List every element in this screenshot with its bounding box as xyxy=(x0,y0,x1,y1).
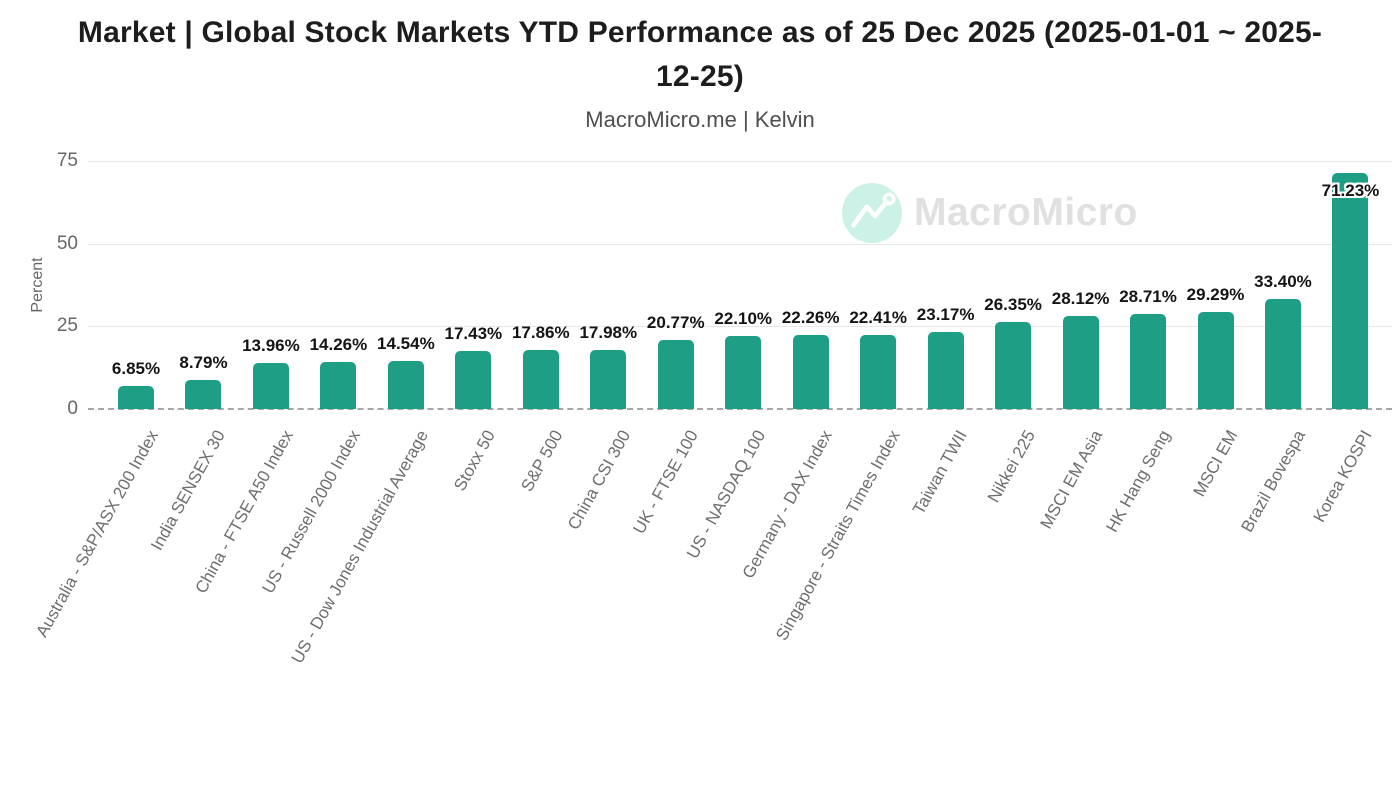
x-axis-label: Korea KOSPI xyxy=(1309,427,1377,526)
bar-value-label: 22.41% xyxy=(849,307,907,327)
y-tick-label: 75 xyxy=(56,150,78,171)
gridline xyxy=(88,243,1392,245)
chart-subtitle: MacroMicro.me | Kelvin xyxy=(585,107,815,132)
x-axis-label: Brazil Bovespa xyxy=(1237,427,1309,536)
x-axis-label: HK Hang Seng xyxy=(1102,427,1174,536)
y-tick-label: 50 xyxy=(56,232,78,254)
bar-value-label: 71.23% xyxy=(1321,181,1380,201)
bar[interactable] xyxy=(252,362,289,409)
bar-value-label: 33.40% xyxy=(1254,271,1312,291)
bar-value-label: 13.96% xyxy=(242,335,300,355)
x-axis-label: China CSI 300 xyxy=(563,427,634,533)
bar[interactable] xyxy=(1197,312,1234,409)
bar[interactable] xyxy=(725,335,762,409)
x-axis-label: Taiwan TWII xyxy=(909,427,972,518)
x-axis-label: MSCI EM xyxy=(1189,427,1242,500)
bar-value-label: 22.26% xyxy=(781,308,840,328)
chart-title: Market | Global Stock Markets YTD Perfor… xyxy=(77,16,1323,93)
bar[interactable] xyxy=(590,349,627,409)
bar-value-label: 8.79% xyxy=(179,352,228,372)
bar-value-label: 23.17% xyxy=(916,305,975,325)
x-axis-label: Singapore - Straits Times Index xyxy=(772,427,904,644)
bar[interactable] xyxy=(455,351,492,409)
bar-value-label: 28.12% xyxy=(1051,289,1110,309)
bar[interactable] xyxy=(1264,298,1301,409)
macromicro-logo-circle xyxy=(842,183,902,243)
bar[interactable] xyxy=(1130,314,1167,409)
gridline xyxy=(88,161,1392,162)
bar[interactable] xyxy=(657,340,694,409)
x-axis-label: Stoxx 50 xyxy=(450,427,499,495)
bar[interactable] xyxy=(185,379,222,409)
bar[interactable] xyxy=(927,332,964,409)
bar[interactable] xyxy=(792,335,829,409)
gridline xyxy=(88,326,1392,328)
bar-value-label: 22.10% xyxy=(714,308,773,328)
x-axis-label: Australia - S&P/ASX 200 Index xyxy=(31,427,162,641)
y-axis-title: Percent xyxy=(29,257,46,313)
zero-baseline xyxy=(88,408,1392,410)
x-axis-label: India SENSEX 30 xyxy=(147,427,230,554)
bar[interactable] xyxy=(860,334,897,409)
bar-value-label: 14.54% xyxy=(377,333,435,353)
watermark-brand-text: MacroMicro xyxy=(914,191,1138,234)
x-axis-label: S&P 500 xyxy=(517,427,567,495)
bar[interactable] xyxy=(118,386,154,409)
x-axis-label: Nikkei 225 xyxy=(983,427,1039,506)
x-axis-label: US - Dow Jones Industrial Average xyxy=(287,427,432,667)
bar[interactable] xyxy=(1332,173,1369,409)
bar-value-label: 14.26% xyxy=(309,334,368,354)
bar-value-label: 17.98% xyxy=(579,322,638,342)
y-tick-label: 0 xyxy=(67,398,78,419)
bar-value-label: 6.85% xyxy=(111,359,161,379)
bar-value-label: 20.77% xyxy=(646,313,705,333)
bar[interactable] xyxy=(320,361,357,409)
bar-value-label: 29.29% xyxy=(1186,285,1245,305)
bar-value-label: 17.86% xyxy=(511,322,570,342)
bar-value-label: 28.71% xyxy=(1119,287,1177,307)
x-axis-label: UK - FTSE 100 xyxy=(628,427,702,538)
bar[interactable] xyxy=(1062,316,1099,409)
y-tick-label: 25 xyxy=(56,315,78,337)
bar[interactable] xyxy=(387,360,424,409)
bar[interactable] xyxy=(995,321,1032,409)
bar-value-label: 17.43% xyxy=(444,324,503,344)
x-axis-label: MSCI EM Asia xyxy=(1036,427,1107,533)
watermark: MacroMicro xyxy=(842,183,1138,243)
bar-value-label: 26.35% xyxy=(984,294,1042,314)
trendline-logo-icon xyxy=(851,192,896,228)
bar[interactable] xyxy=(522,349,559,409)
